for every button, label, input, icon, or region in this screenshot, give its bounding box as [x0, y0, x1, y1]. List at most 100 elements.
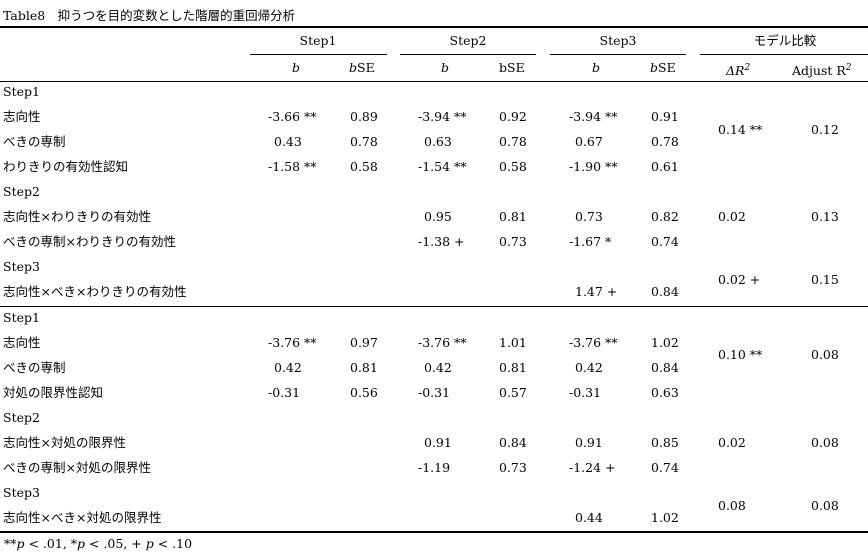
header-step2-bse: bSE: [499, 60, 525, 75]
header-step3-b: b: [592, 60, 601, 75]
cell: -1.90 **: [569, 159, 618, 174]
step3-group-rule: [550, 54, 686, 55]
delta-r-exp: 2: [744, 63, 751, 73]
footnote-stars-1: **: [4, 536, 17, 551]
cell: 0.42: [424, 360, 452, 375]
cell: 0.42: [575, 360, 603, 375]
cell: 0.84: [499, 435, 527, 450]
bottom-rule: [0, 531, 868, 533]
row-label: Step3: [3, 259, 40, 274]
model-cell: 0.02: [718, 209, 746, 224]
top-rule: [0, 26, 868, 28]
cell: 0.74: [651, 460, 679, 475]
table-caption: Table8 抑うつを目的変数とした階層的重回帰分析: [3, 8, 296, 23]
bse-se: SE: [658, 60, 676, 75]
cell: -1.58 **: [268, 159, 317, 174]
footnote-p3: p: [145, 536, 154, 551]
header-step1: Step1: [299, 33, 337, 48]
cell: 0.78: [651, 134, 679, 149]
model-cell: 0.13: [811, 209, 839, 224]
cell: 0.85: [651, 435, 679, 450]
cell: 0.61: [651, 159, 679, 174]
row-label: 志向性×対処の限界性: [3, 435, 126, 450]
adjust-r-exp: 2: [845, 63, 852, 73]
bse-se: SE: [357, 60, 375, 75]
row-label: 志向性×べき×わりきりの有効性: [3, 284, 187, 299]
model-cell: 0.12: [811, 122, 839, 137]
footnote-stars-2: *: [70, 536, 78, 551]
model-cell: 0.02 +: [718, 272, 761, 287]
cell: -3.76 **: [268, 335, 317, 350]
header-step3: Step3: [599, 33, 637, 48]
footnote-p2: p: [77, 536, 86, 551]
cell: -0.31: [268, 385, 301, 400]
header-delta-r2: ΔR2: [726, 60, 750, 79]
step2-group-rule: [400, 54, 536, 55]
cell: 0.81: [499, 209, 527, 224]
bse-b: b: [349, 60, 358, 75]
footnote-t2: < .05, +: [85, 536, 146, 551]
section-divider-rule: [0, 306, 868, 307]
cell: 0.91: [424, 435, 452, 450]
row-label: 志向性×わりきりの有効性: [3, 209, 151, 224]
cell: -3.94 **: [418, 109, 467, 124]
header-step1-b: b: [292, 60, 301, 75]
header-model-comparison: モデル比較: [753, 33, 817, 48]
footnote-p1: p: [16, 536, 25, 551]
cell: 1.01: [499, 335, 527, 350]
footnote-t3: < .10: [153, 536, 193, 551]
delta-r: ΔR: [726, 63, 745, 79]
cell: 0.73: [499, 460, 527, 475]
cell: 0.95: [424, 209, 452, 224]
cell: 0.89: [350, 109, 378, 124]
model-cell: 0.10 **: [718, 347, 763, 362]
cell: -0.31: [569, 385, 602, 400]
model-cell: 0.08: [811, 498, 839, 513]
model-cell: 0.08: [718, 498, 746, 513]
row-label: Step1: [3, 84, 40, 99]
cell: 0.74: [651, 234, 679, 249]
cell: 0.78: [499, 134, 527, 149]
cell: 0.81: [350, 360, 378, 375]
row-label: べきの専制×対処の限界性: [3, 460, 151, 475]
row-label: べきの専制: [3, 360, 66, 375]
cell: 0.44: [575, 510, 603, 525]
header-step2-b: b: [441, 60, 450, 75]
cell: -3.66 **: [268, 109, 317, 124]
model-cell: 0.08: [811, 435, 839, 450]
cell: 0.73: [499, 234, 527, 249]
cell: 0.97: [350, 335, 378, 350]
bse-b: b: [650, 60, 659, 75]
cell: -3.94 **: [569, 109, 618, 124]
cell: 0.82: [651, 209, 679, 224]
row-label: 志向性: [3, 109, 41, 124]
cell: 0.58: [350, 159, 378, 174]
row-label: Step2: [3, 184, 40, 199]
cell: -1.54 **: [418, 159, 467, 174]
header-adjust-r2: Adjust R2: [792, 60, 852, 79]
cell: 0.91: [651, 109, 679, 124]
header-step2: Step2: [449, 33, 487, 48]
header-step1-bse: bSE: [349, 60, 375, 76]
cell: 0.73: [575, 209, 603, 224]
row-label: Step3: [3, 485, 40, 500]
cell: -1.38 +: [418, 234, 465, 249]
model-cell: 0.08: [811, 347, 839, 362]
row-label: Step1: [3, 310, 40, 325]
cell: 0.81: [499, 360, 527, 375]
row-label: べきの専制×わりきりの有効性: [3, 234, 176, 249]
cell: 1.02: [651, 510, 679, 525]
model-cell: 0.14 **: [718, 122, 763, 137]
step1-group-rule: [250, 54, 387, 55]
cell: -0.31: [418, 385, 451, 400]
cell: 0.63: [424, 134, 452, 149]
header-bottom-rule: [0, 81, 868, 82]
row-label: 対処の限界性認知: [3, 385, 104, 400]
cell: 0.84: [651, 284, 679, 299]
header-step3-bse: bSE: [650, 60, 676, 76]
cell: 0.58: [499, 159, 527, 174]
row-label: Step2: [3, 410, 40, 425]
cell: 0.84: [651, 360, 679, 375]
cell: 0.67: [575, 134, 603, 149]
row-label: わりきりの有効性認知: [3, 159, 129, 174]
